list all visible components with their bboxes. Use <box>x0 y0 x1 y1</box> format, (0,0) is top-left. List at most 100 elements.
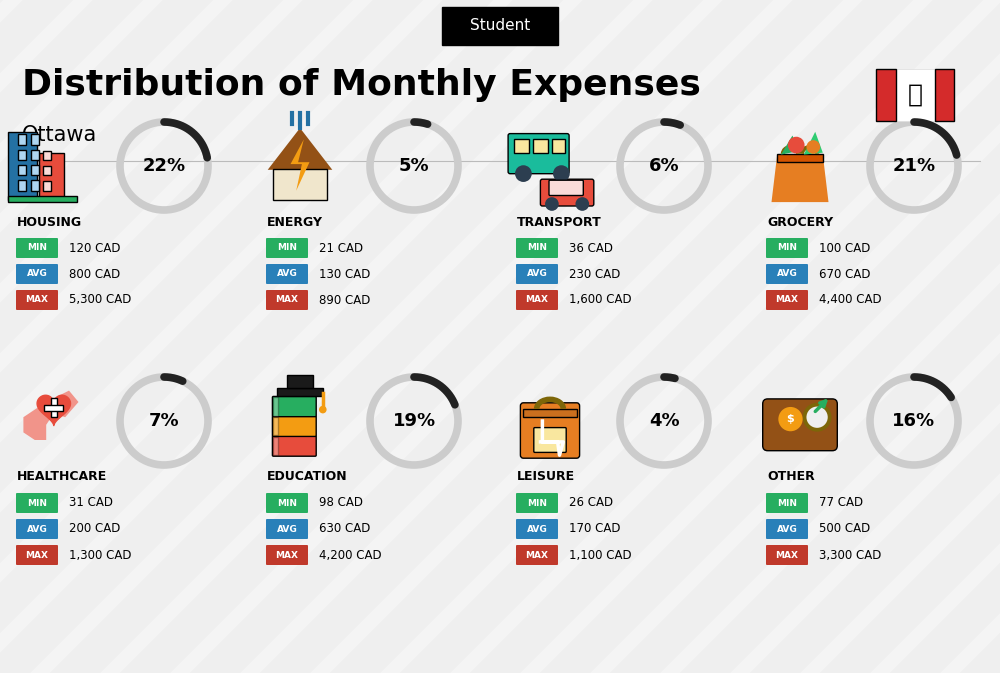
FancyBboxPatch shape <box>533 139 548 153</box>
Text: TRANSPORT: TRANSPORT <box>517 215 602 229</box>
Text: 19%: 19% <box>392 412 436 430</box>
FancyBboxPatch shape <box>766 290 808 310</box>
Text: MIN: MIN <box>527 499 547 507</box>
Text: Student: Student <box>470 18 530 34</box>
Text: AVG: AVG <box>777 269 797 279</box>
Text: 21%: 21% <box>892 157 936 175</box>
Polygon shape <box>781 135 800 155</box>
FancyBboxPatch shape <box>8 197 77 202</box>
FancyBboxPatch shape <box>516 264 558 284</box>
Polygon shape <box>23 390 78 440</box>
FancyBboxPatch shape <box>508 134 569 174</box>
FancyBboxPatch shape <box>16 519 58 539</box>
Text: 230 CAD: 230 CAD <box>569 267 620 281</box>
Text: EDUCATION: EDUCATION <box>267 470 348 483</box>
Text: AVG: AVG <box>527 269 547 279</box>
FancyBboxPatch shape <box>766 238 808 258</box>
FancyBboxPatch shape <box>43 181 51 190</box>
Text: 130 CAD: 130 CAD <box>319 267 370 281</box>
FancyBboxPatch shape <box>16 238 58 258</box>
Text: 16%: 16% <box>892 412 936 430</box>
Text: MAX: MAX <box>776 295 799 304</box>
Text: 26 CAD: 26 CAD <box>569 497 613 509</box>
Text: AVG: AVG <box>277 269 297 279</box>
FancyBboxPatch shape <box>272 436 316 456</box>
FancyBboxPatch shape <box>516 519 558 539</box>
FancyBboxPatch shape <box>43 166 51 176</box>
FancyBboxPatch shape <box>273 169 327 200</box>
Circle shape <box>778 407 803 431</box>
Text: OTHER: OTHER <box>767 470 815 483</box>
FancyBboxPatch shape <box>766 264 808 284</box>
Text: 98 CAD: 98 CAD <box>319 497 363 509</box>
FancyBboxPatch shape <box>516 545 558 565</box>
FancyBboxPatch shape <box>16 493 58 513</box>
Text: MIN: MIN <box>777 244 797 252</box>
Polygon shape <box>290 139 310 190</box>
FancyBboxPatch shape <box>766 493 808 513</box>
FancyBboxPatch shape <box>514 139 529 153</box>
FancyBboxPatch shape <box>18 135 26 145</box>
FancyBboxPatch shape <box>277 388 323 396</box>
FancyBboxPatch shape <box>44 404 63 411</box>
Circle shape <box>319 406 327 413</box>
Text: 4,400 CAD: 4,400 CAD <box>819 293 882 306</box>
Circle shape <box>788 137 805 153</box>
Text: 4,200 CAD: 4,200 CAD <box>319 548 382 561</box>
FancyBboxPatch shape <box>287 375 313 388</box>
Polygon shape <box>268 128 332 170</box>
FancyBboxPatch shape <box>31 135 39 145</box>
Text: 6%: 6% <box>649 157 679 175</box>
Text: AVG: AVG <box>27 524 47 534</box>
Circle shape <box>553 166 570 182</box>
Text: 7%: 7% <box>149 412 179 430</box>
Text: 77 CAD: 77 CAD <box>819 497 863 509</box>
FancyBboxPatch shape <box>876 69 954 121</box>
Text: AVG: AVG <box>527 524 547 534</box>
FancyBboxPatch shape <box>272 396 316 417</box>
Circle shape <box>806 406 828 428</box>
FancyBboxPatch shape <box>763 399 837 451</box>
Text: 120 CAD: 120 CAD <box>69 242 120 254</box>
Text: 800 CAD: 800 CAD <box>69 267 120 281</box>
FancyBboxPatch shape <box>18 180 26 190</box>
FancyBboxPatch shape <box>266 264 308 284</box>
Polygon shape <box>772 155 828 202</box>
FancyBboxPatch shape <box>43 151 51 160</box>
FancyBboxPatch shape <box>31 180 39 190</box>
Text: 36 CAD: 36 CAD <box>569 242 613 254</box>
Text: AVG: AVG <box>777 524 797 534</box>
Text: 500 CAD: 500 CAD <box>819 522 870 536</box>
Text: 4%: 4% <box>649 412 679 430</box>
Text: 630 CAD: 630 CAD <box>319 522 370 536</box>
Text: MAX: MAX <box>25 295 48 304</box>
Text: 1,600 CAD: 1,600 CAD <box>569 293 632 306</box>
Text: MIN: MIN <box>277 244 297 252</box>
Text: $: $ <box>787 414 794 424</box>
Text: MIN: MIN <box>527 244 547 252</box>
Text: MIN: MIN <box>277 499 297 507</box>
Text: 200 CAD: 200 CAD <box>69 522 120 536</box>
FancyBboxPatch shape <box>520 403 580 458</box>
Text: 22%: 22% <box>142 157 186 175</box>
FancyBboxPatch shape <box>766 519 808 539</box>
FancyBboxPatch shape <box>266 493 308 513</box>
Text: MAX: MAX <box>776 551 799 559</box>
Polygon shape <box>804 132 823 155</box>
FancyBboxPatch shape <box>273 437 278 455</box>
Text: 170 CAD: 170 CAD <box>569 522 620 536</box>
Text: 21 CAD: 21 CAD <box>319 242 363 254</box>
Text: GROCERY: GROCERY <box>767 215 833 229</box>
Text: MAX: MAX <box>526 295 548 304</box>
FancyBboxPatch shape <box>273 417 278 435</box>
FancyBboxPatch shape <box>766 545 808 565</box>
Text: Distribution of Monthly Expenses: Distribution of Monthly Expenses <box>22 68 701 102</box>
FancyBboxPatch shape <box>516 493 558 513</box>
FancyBboxPatch shape <box>31 165 39 176</box>
FancyBboxPatch shape <box>266 238 308 258</box>
Text: 100 CAD: 100 CAD <box>819 242 870 254</box>
Text: 🍁: 🍁 <box>908 83 922 107</box>
FancyBboxPatch shape <box>39 153 64 200</box>
FancyBboxPatch shape <box>516 238 558 258</box>
FancyBboxPatch shape <box>876 69 896 121</box>
